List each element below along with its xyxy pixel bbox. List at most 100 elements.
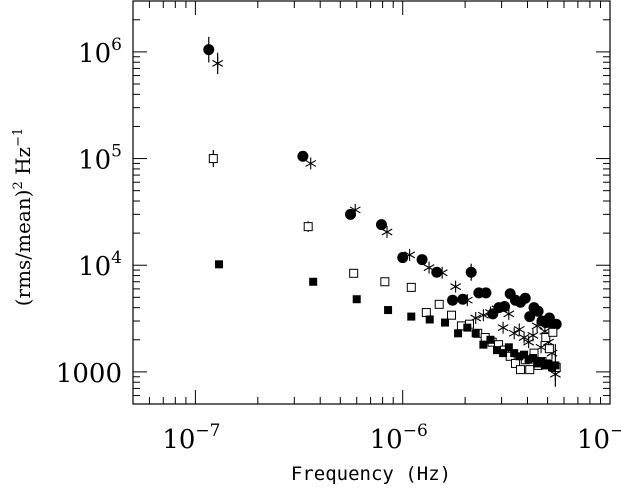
data-point (524, 355, 533, 364)
marker-open-square (406, 282, 416, 292)
series-asterisk (212, 52, 561, 381)
data-point (352, 295, 361, 304)
marker-asterisk-arm (404, 251, 416, 259)
data-point (525, 365, 535, 375)
data-point (486, 335, 495, 344)
marker-filled-circle (297, 150, 309, 162)
data-point (434, 299, 444, 309)
axis-ticks (132, 0, 611, 405)
data-point (497, 321, 509, 334)
marker-filled-square (463, 323, 472, 332)
data-point (471, 329, 480, 338)
data-point (531, 319, 543, 332)
data-point (454, 329, 463, 338)
marker-asterisk-arm (513, 325, 525, 333)
marker-filled-square (551, 361, 560, 370)
marker-asterisk-arm (527, 331, 539, 339)
marker-open-square (548, 327, 558, 337)
data-point (524, 311, 536, 323)
marker-filled-circle (397, 252, 409, 264)
marker-asterisk-arm (470, 314, 482, 322)
y-tick-label: 106 (78, 35, 122, 69)
data-point (421, 308, 431, 318)
data-point (541, 333, 551, 343)
data-point (519, 292, 531, 304)
data-point (309, 277, 318, 286)
data-point (515, 365, 525, 375)
marker-filled-circle (457, 293, 469, 305)
data-points (203, 36, 562, 387)
marker-filled-circle (416, 254, 428, 266)
data-point (479, 340, 488, 349)
marker-asterisk-arm (523, 338, 535, 346)
data-point (527, 329, 539, 342)
data-point (431, 266, 443, 278)
y-tick-labels: 1000 104 105 106 (56, 35, 122, 389)
marker-open-square (303, 222, 313, 232)
marker-asterisk-arm (535, 343, 547, 351)
y-axis-label-unit: Hz (11, 147, 35, 181)
data-point (450, 280, 462, 293)
marker-filled-circle (203, 44, 215, 56)
data-point (416, 254, 428, 266)
y-tick-label: 105 (78, 142, 122, 176)
data-point (492, 346, 501, 355)
marker-asterisk-arm (349, 206, 361, 214)
marker-asterisk-arm (531, 322, 543, 330)
marker-filled-square (528, 353, 537, 362)
data-point (215, 260, 224, 269)
data-point (544, 359, 553, 368)
marker-filled-square (425, 315, 434, 324)
marker-open-square (541, 333, 551, 343)
data-point (381, 225, 393, 238)
data-point (397, 252, 409, 264)
y-tick-label: 1000 (56, 359, 122, 389)
marker-open-square (349, 268, 359, 278)
y-axis-label-main: (rms/mean) (11, 190, 35, 307)
marker-filled-square (454, 329, 463, 338)
marker-filled-circle (524, 311, 536, 323)
marker-filled-circle (519, 292, 531, 304)
marker-open-square (525, 365, 535, 375)
marker-filled-square (515, 352, 524, 361)
data-point (532, 305, 544, 317)
data-point (441, 318, 450, 327)
marker-asterisk-arm (381, 228, 393, 236)
marker-filled-square (407, 312, 416, 321)
data-point (457, 293, 469, 305)
data-point (548, 327, 558, 337)
data-point (208, 150, 218, 168)
marker-open-square (421, 308, 431, 318)
y-axis-label: (rms/mean)2 Hz−1 (11, 128, 35, 307)
marker-filled-square (524, 355, 533, 364)
marker-asterisk-arm (497, 324, 509, 332)
data-point (480, 287, 492, 299)
data-point (406, 282, 416, 292)
marker-filled-square (215, 260, 224, 269)
data-point (436, 266, 448, 279)
marker-filled-square (441, 318, 450, 327)
data-point (513, 323, 525, 336)
marker-filled-circle (480, 287, 492, 299)
data-point (508, 327, 520, 340)
marker-filled-square (520, 350, 529, 359)
marker-filled-circle (550, 318, 562, 330)
marker-asterisk-arm (461, 296, 473, 304)
marker-asterisk-arm (503, 310, 515, 318)
marker-filled-square (492, 346, 501, 355)
data-point (380, 277, 390, 287)
marker-asterisk-arm (423, 264, 435, 272)
marker-asterisk-arm (305, 159, 317, 167)
series-open-square (208, 150, 561, 375)
marker-filled-square (352, 295, 361, 304)
data-point (349, 203, 361, 216)
marker-asterisk-arm (508, 329, 520, 337)
marker-open-square (208, 154, 218, 164)
marker-filled-circle (375, 219, 387, 231)
data-point (447, 294, 459, 306)
marker-filled-square (309, 277, 318, 286)
data-point (503, 307, 515, 320)
y-axis-label-unit-sup: −1 (11, 128, 26, 147)
marker-filled-square (544, 359, 553, 368)
data-point (349, 268, 359, 278)
